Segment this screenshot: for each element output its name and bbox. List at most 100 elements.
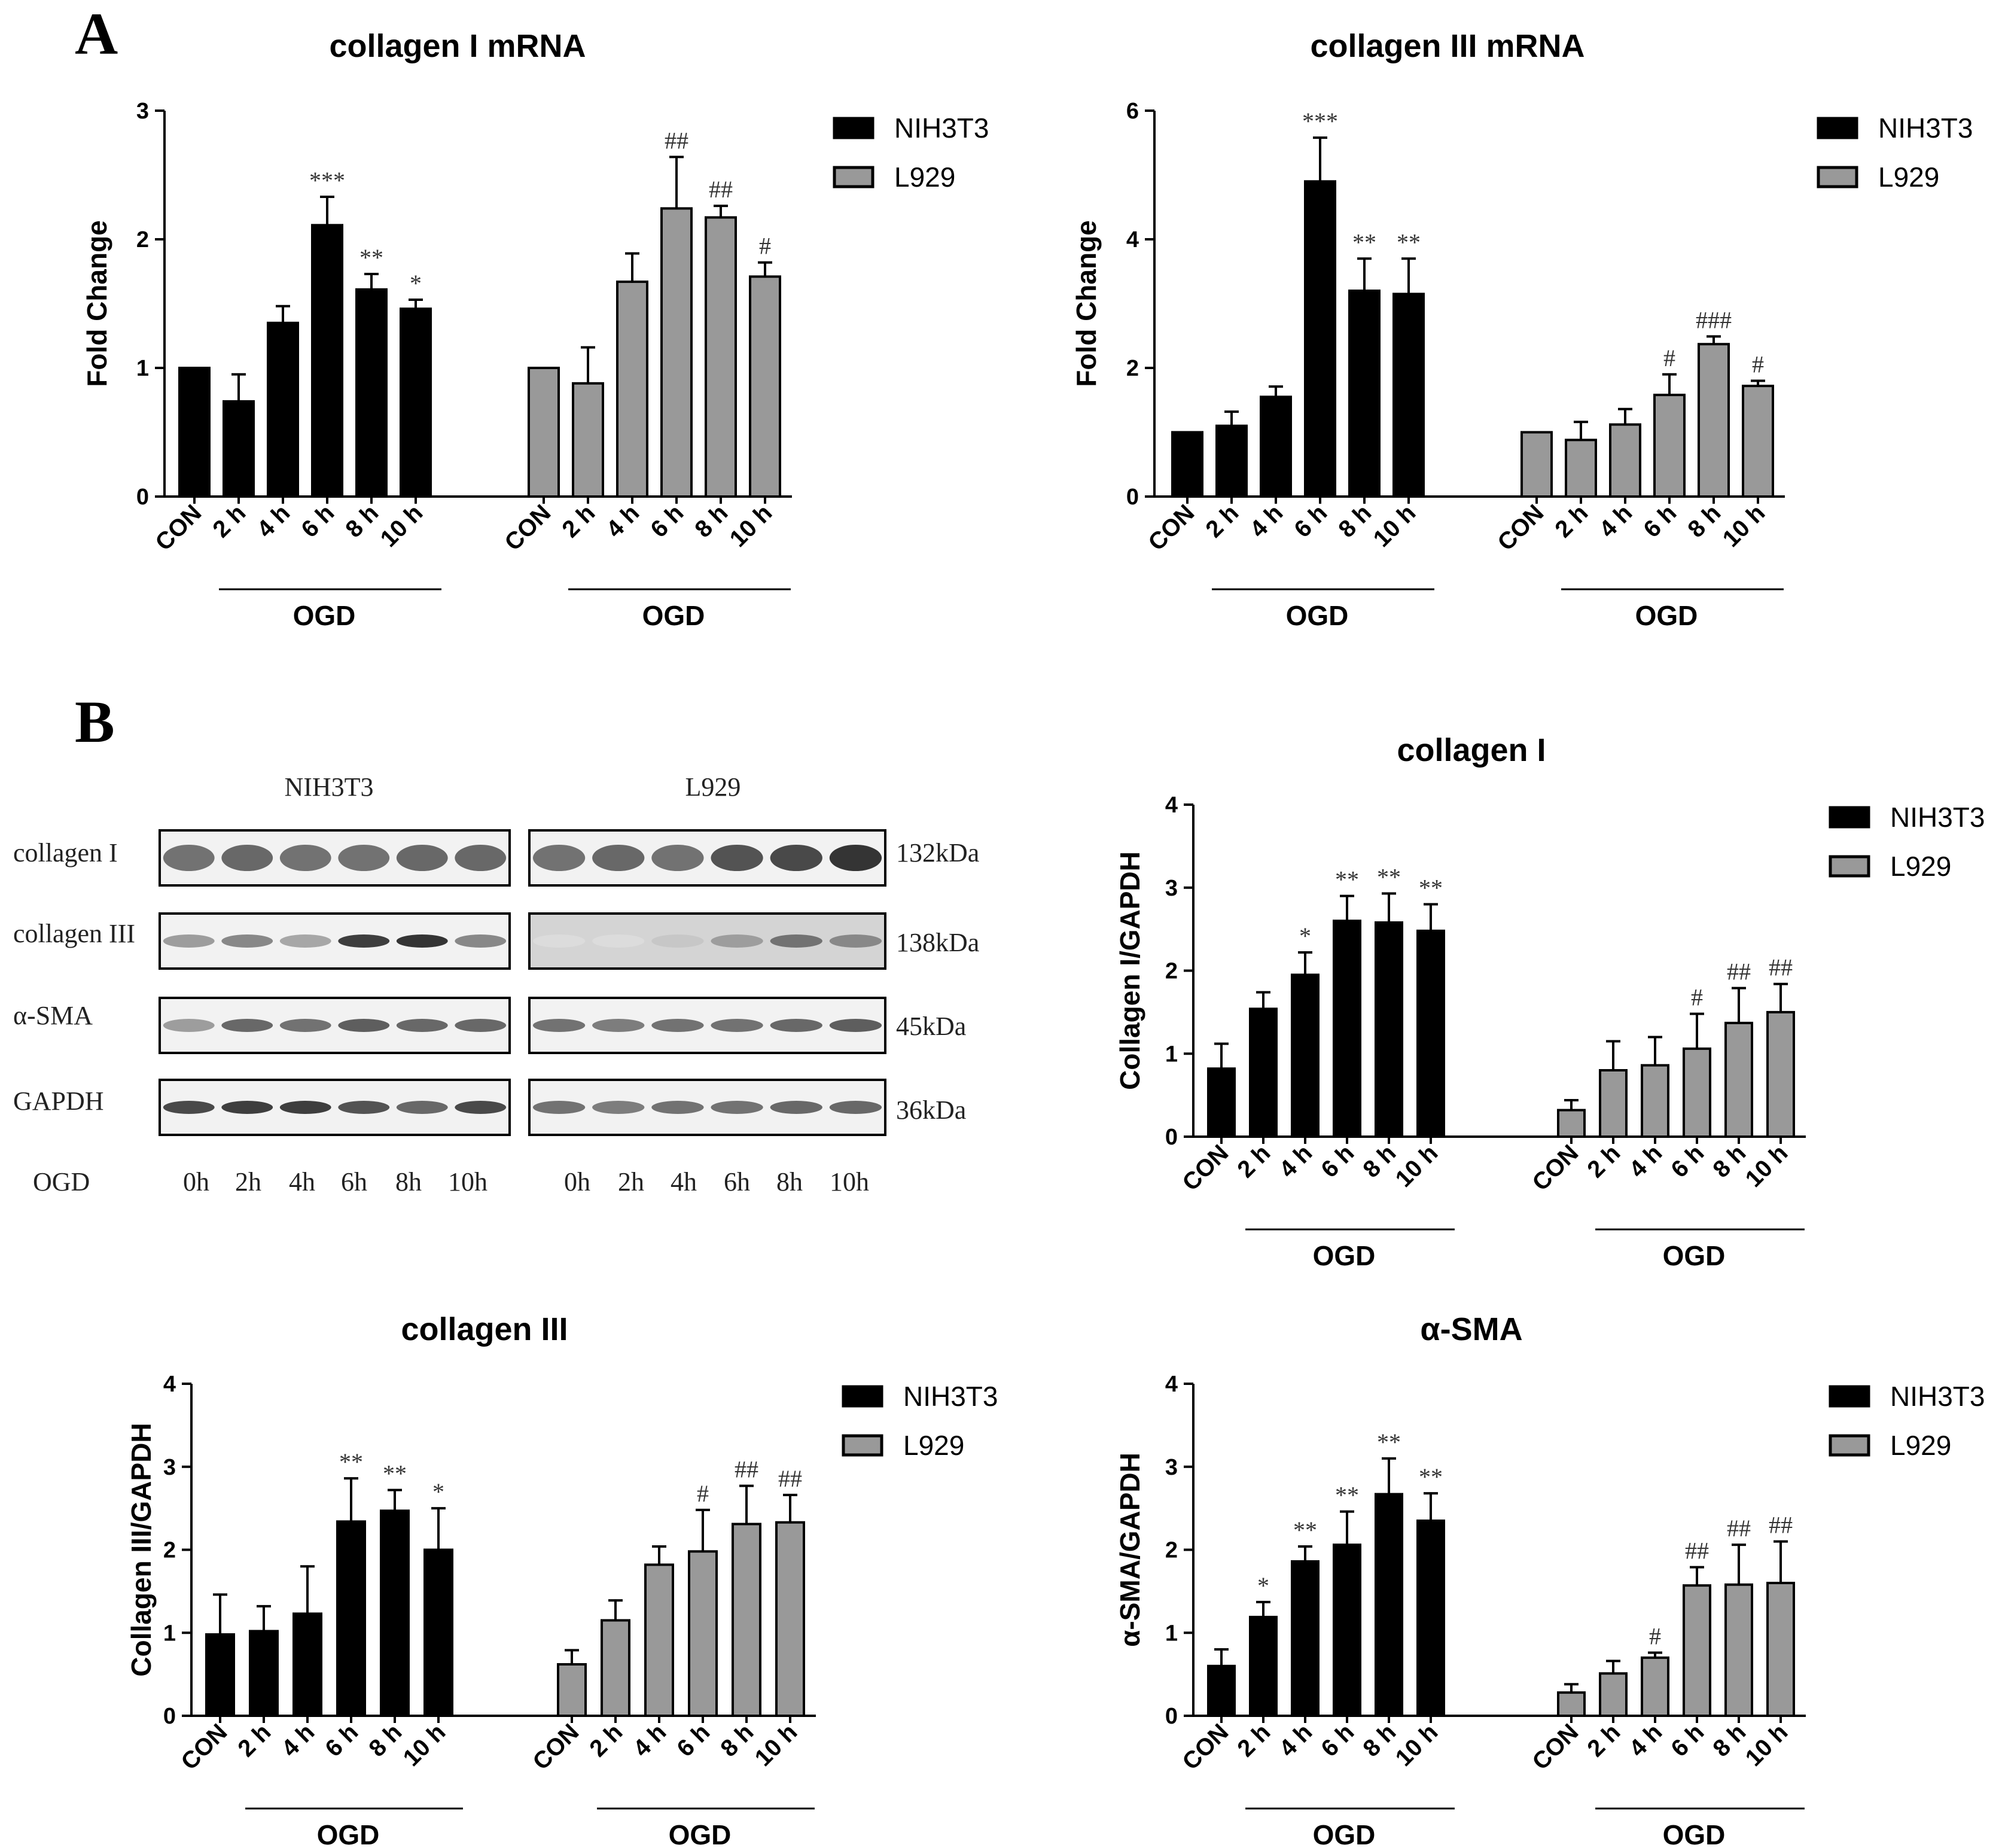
x-tick-label: 2 h xyxy=(1550,500,1593,543)
y-tick-label: 2 xyxy=(1165,1538,1178,1563)
x-tick-label: 2 h xyxy=(1232,1140,1275,1183)
blot-lane-label: 10h xyxy=(830,1167,869,1197)
chart-title: collagen I mRNA xyxy=(329,28,586,64)
y-axis-label: Collagen III/GAPDH xyxy=(126,1423,157,1676)
x-tick-label: 10 h xyxy=(376,500,428,552)
bar-nih3t3-3 xyxy=(1333,1543,1361,1718)
bar-nih3t3-1 xyxy=(1249,1615,1278,1717)
bar-nih3t3-3 xyxy=(311,224,343,498)
y-tick-label: 1 xyxy=(1165,1042,1178,1067)
significance-mark: ## xyxy=(1727,958,1751,985)
blot-band xyxy=(592,1101,645,1114)
x-tick-label: 4 h xyxy=(1624,1140,1667,1183)
bar-nih3t3-1 xyxy=(223,400,255,498)
chart-title: collagen III mRNA xyxy=(1310,28,1584,64)
group-label: OGD xyxy=(669,1819,732,1848)
legend-label: L929 xyxy=(1878,162,1939,193)
x-tick-label: 10 h xyxy=(750,1719,803,1771)
blot-band xyxy=(770,934,822,948)
bar-l929-3 xyxy=(1653,394,1686,498)
x-tick-label: CON xyxy=(1492,500,1549,556)
y-tick-label: 4 xyxy=(1165,793,1178,818)
bar-l929-5 xyxy=(749,275,781,498)
bar-l929-3 xyxy=(660,207,693,498)
panel-label-a: A xyxy=(75,1,118,67)
significance-mark: ** xyxy=(339,1448,363,1475)
legend-label: L929 xyxy=(1890,851,1951,882)
legend-swatch xyxy=(833,166,874,188)
blot-band xyxy=(651,934,704,948)
blot-band xyxy=(221,1101,273,1114)
blot-band xyxy=(532,1019,586,1032)
y-tick-label: 1 xyxy=(1165,1621,1178,1646)
bar-nih3t3-4 xyxy=(355,288,388,498)
blot-lane-label: 8h xyxy=(776,1167,803,1197)
bar-nih3t3-4 xyxy=(1375,921,1403,1138)
y-tick-label: 3 xyxy=(1165,876,1178,901)
bar-nih3t3-2 xyxy=(1260,395,1292,498)
group-label: OGD xyxy=(1313,1819,1376,1848)
legend-label: NIH3T3 xyxy=(903,1381,998,1412)
blot-lane-label: 0h xyxy=(183,1167,209,1197)
group-label: OGD xyxy=(642,600,705,631)
blot-band xyxy=(592,845,645,871)
panel-label-b: B xyxy=(75,689,115,755)
bar-l929-2 xyxy=(616,280,648,498)
x-tick-label: CON xyxy=(1143,500,1199,556)
y-tick-label: 6 xyxy=(1126,99,1139,124)
bar-l929-2 xyxy=(644,1563,674,1718)
blot-band xyxy=(592,1019,645,1032)
legend-label: NIH3T3 xyxy=(894,112,989,144)
bar-l929-3 xyxy=(1683,1584,1711,1718)
bar-l929-3 xyxy=(1683,1047,1711,1138)
significance-mark: ## xyxy=(1769,1512,1793,1539)
blot-box xyxy=(159,997,511,1054)
blot-lane-label: 6h xyxy=(724,1167,750,1197)
bar-nih3t3-0 xyxy=(1207,1664,1236,1717)
x-tick-label: 10 h xyxy=(1741,1719,1793,1771)
y-tick-label: 4 xyxy=(1126,227,1139,252)
blot-kda-label: 138kDa xyxy=(896,928,979,957)
blot-band xyxy=(338,1101,390,1114)
significance-mark: ** xyxy=(1377,1429,1401,1456)
significance-mark: ** xyxy=(1335,1482,1359,1509)
x-tick-label: CON xyxy=(499,500,556,556)
blot-band xyxy=(163,1101,215,1114)
blot-kda-label: 36kDa xyxy=(896,1095,966,1125)
y-tick-label: 3 xyxy=(1165,1455,1178,1480)
significance-mark: *** xyxy=(1302,108,1338,135)
significance-mark: *** xyxy=(309,167,345,194)
significance-mark: ** xyxy=(1419,1463,1443,1490)
y-tick-label: 3 xyxy=(163,1455,176,1480)
bar-l929-5 xyxy=(1766,1010,1795,1138)
y-tick-label: 0 xyxy=(1165,1704,1178,1729)
y-tick-label: 0 xyxy=(163,1704,176,1729)
bar-nih3t3-1 xyxy=(1249,1007,1278,1138)
x-tick-label: 2 h xyxy=(233,1719,276,1762)
bar-l929-4 xyxy=(732,1523,761,1718)
blot-kda-label: 45kDa xyxy=(896,1012,966,1041)
blot-header-l929: L929 xyxy=(685,772,741,802)
significance-mark: ** xyxy=(1397,229,1421,255)
blot-band xyxy=(455,845,507,871)
x-tick-label: 2 h xyxy=(557,500,600,543)
x-tick-label: 6 h xyxy=(1316,1719,1359,1762)
blot-band xyxy=(279,1019,331,1032)
bar-l929-1 xyxy=(1599,1069,1628,1138)
bar-l929-0 xyxy=(557,1663,587,1718)
significance-mark: ## xyxy=(778,1465,802,1492)
chart-title: α-SMA xyxy=(1420,1311,1522,1347)
blot-band xyxy=(396,934,448,948)
bar-nih3t3-0 xyxy=(205,1633,235,1717)
blot-row-label: collagen I xyxy=(13,838,118,867)
blot-band xyxy=(455,1019,507,1032)
legend-label: NIH3T3 xyxy=(1890,1381,1985,1412)
bar-l929-3 xyxy=(688,1550,718,1717)
bar-nih3t3-5 xyxy=(1416,1519,1445,1717)
y-tick-label: 0 xyxy=(136,485,149,510)
legend-label: NIH3T3 xyxy=(1890,802,1985,833)
blot-band xyxy=(163,934,215,948)
chart-c5: α-SMA 0 1 2 3 4 α-SMA/GAPDH CON * 2 h ** 4 h ** 6 h **… xyxy=(1114,1311,1985,1848)
blot-lane-label: 10h xyxy=(448,1167,487,1197)
